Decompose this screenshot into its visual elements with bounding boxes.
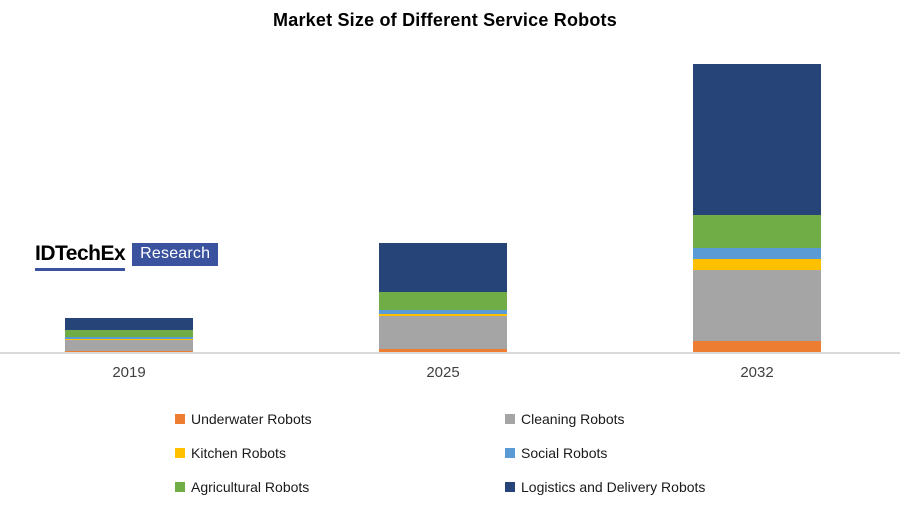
bar-segment-2019-logistics-and-delivery-robots — [65, 318, 193, 330]
logo-brand-text: IDTechEx — [35, 243, 126, 271]
bar-2025 — [379, 243, 507, 352]
x-tick-label-2025: 2025 — [426, 364, 460, 381]
bar-segment-2025-logistics-and-delivery-robots — [379, 243, 507, 292]
bar-segment-2025-kitchen-robots — [379, 314, 507, 316]
bar-segment-2032-cleaning-robots — [693, 270, 821, 341]
bar-segment-2019-underwater-robots — [65, 351, 193, 352]
chart-title: Market Size of Different Service Robots — [273, 10, 617, 30]
legend-label: Cleaning Robots — [521, 411, 625, 427]
legend-swatch-icon — [175, 448, 185, 458]
bar-2032 — [693, 64, 821, 352]
bar-segment-2025-cleaning-robots — [379, 316, 507, 349]
bar-segment-2032-agricultural-robots — [693, 215, 821, 248]
legend-label: Underwater Robots — [191, 411, 312, 427]
bar-segment-2032-underwater-robots — [693, 341, 821, 352]
bar-segment-2019-kitchen-robots — [65, 339, 193, 340]
idtechex-logo: IDTechEx Research — [35, 243, 219, 271]
x-tick-label-2019: 2019 — [112, 364, 146, 381]
legend-label: Social Robots — [521, 445, 608, 461]
bar-segment-2032-logistics-and-delivery-robots — [693, 64, 821, 215]
legend-label: Kitchen Robots — [191, 445, 286, 461]
legend-item-agricultural-robots: Agricultural Robots — [175, 477, 505, 497]
legend-label: Agricultural Robots — [191, 479, 310, 495]
chart-legend: Underwater Robots Cleaning Robots Kitchen … — [175, 409, 835, 497]
bar-segment-2019-cleaning-robots — [65, 340, 193, 351]
legend-item-cleaning-robots: Cleaning Robots — [505, 409, 835, 429]
x-axis-line — [0, 352, 900, 354]
bar-segment-2025-underwater-robots — [379, 349, 507, 352]
legend-item-social-robots: Social Robots — [505, 443, 835, 463]
bar-2019 — [65, 318, 193, 352]
bar-segment-2019-agricultural-robots — [65, 330, 193, 337]
legend-swatch-icon — [175, 482, 185, 492]
bar-segment-2032-kitchen-robots — [693, 259, 821, 270]
bar-segment-2032-social-robots — [693, 248, 821, 259]
legend-item-logistics-and-delivery-robots: Logistics and Delivery Robots — [505, 477, 835, 497]
legend-label: Logistics and Delivery Robots — [521, 479, 706, 495]
logo-research-badge: Research — [132, 243, 219, 266]
legend-item-kitchen-robots: Kitchen Robots — [175, 443, 505, 463]
legend-swatch-icon — [175, 414, 185, 424]
legend-swatch-icon — [505, 414, 515, 424]
bar-segment-2025-social-robots — [379, 310, 507, 314]
legend-item-underwater-robots: Underwater Robots — [175, 409, 505, 429]
bar-segment-2019-social-robots — [65, 337, 193, 339]
legend-swatch-icon — [505, 448, 515, 458]
x-tick-label-2032: 2032 — [740, 364, 774, 381]
bar-segment-2025-agricultural-robots — [379, 292, 507, 310]
legend-swatch-icon — [505, 482, 515, 492]
